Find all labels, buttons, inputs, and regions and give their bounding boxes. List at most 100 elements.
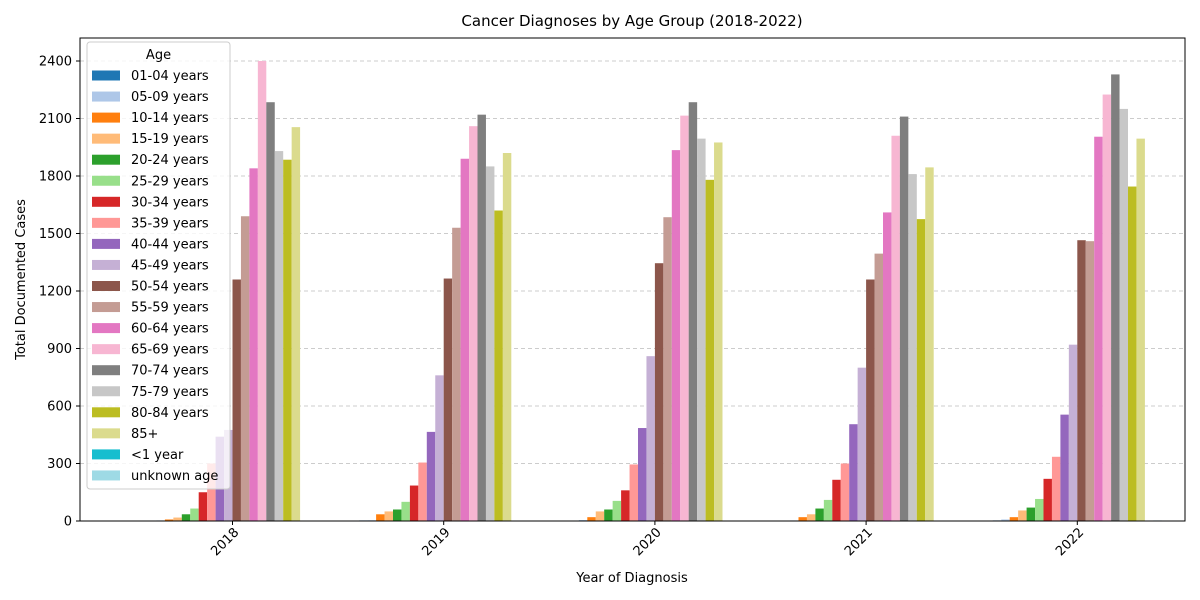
- legend-swatch: [92, 217, 120, 228]
- x-axis-label: Year of Diagnosis: [575, 571, 688, 586]
- bar: [494, 210, 503, 521]
- bar: [1060, 414, 1069, 522]
- bar: [883, 212, 892, 522]
- bar: [688, 102, 698, 522]
- bar: [426, 431, 436, 522]
- legend-swatch: [92, 112, 120, 123]
- bar: [1018, 510, 1027, 521]
- bar: [1077, 240, 1086, 521]
- bar: [629, 464, 638, 521]
- bar: [1001, 519, 1010, 521]
- y-tick-label: 2100: [39, 112, 72, 127]
- legend-entry: 20-24 years: [131, 153, 209, 168]
- bar: [1128, 186, 1137, 522]
- bar: [621, 490, 630, 521]
- bar: [638, 428, 647, 521]
- bar: [460, 158, 470, 521]
- bar: [866, 279, 875, 521]
- bar: [595, 511, 605, 521]
- bar: [384, 511, 393, 521]
- legend-entry: 25-29 years: [131, 174, 209, 189]
- bar: [891, 135, 900, 521]
- legend-entry: 30-34 years: [131, 195, 209, 210]
- bar: [857, 367, 867, 521]
- x-tick-label: 2021: [842, 525, 876, 559]
- bar: [849, 424, 858, 521]
- bar: [587, 517, 596, 521]
- legend-swatch: [92, 470, 120, 481]
- legend-box: [86, 41, 231, 490]
- bars: [148, 61, 1162, 522]
- bar: [469, 126, 478, 522]
- bar: [925, 167, 934, 522]
- legend-swatch: [92, 196, 120, 207]
- legend-swatch: [92, 344, 120, 355]
- legend-swatch: [92, 154, 120, 165]
- legend-swatch: [92, 407, 120, 418]
- chart-title: Cancer Diagnoses by Age Group (2018-2022…: [461, 12, 802, 30]
- bar: [798, 517, 807, 521]
- bar: [435, 375, 444, 521]
- bar: [164, 519, 174, 521]
- bar: [409, 485, 419, 521]
- bar: [291, 127, 301, 522]
- bar: [823, 499, 833, 521]
- bar: [207, 463, 216, 521]
- legend: Age 01-04 years 05-09 years 10-14 years 15-1…: [86, 41, 231, 490]
- legend-swatch: [92, 238, 120, 249]
- legend-entry: 35-39 years: [131, 216, 209, 231]
- bar: [257, 61, 267, 521]
- bar: [916, 219, 926, 522]
- legend-swatch: [92, 365, 120, 376]
- legend-title: Age: [146, 48, 171, 63]
- legend-swatch: [92, 449, 120, 460]
- legend-entry: 45-49 years: [131, 258, 209, 273]
- x-tick-label: 2022: [1053, 525, 1087, 559]
- legend-swatch: [92, 428, 120, 439]
- bar: [376, 514, 385, 521]
- bar: [443, 278, 453, 521]
- bar: [283, 159, 292, 521]
- x-tick-label: 2019: [420, 525, 454, 559]
- legend-entry: 85+: [131, 427, 158, 442]
- legend-entry: 01-04 years: [131, 69, 209, 84]
- bar: [181, 514, 191, 521]
- bar: [477, 114, 486, 522]
- bar: [418, 462, 427, 521]
- bar: [1085, 241, 1095, 522]
- bar: [1043, 478, 1052, 521]
- x-tick-label: 2020: [631, 525, 665, 559]
- bar: [240, 216, 250, 521]
- y-tick-label: 1500: [39, 227, 72, 242]
- legend-entry: 70-74 years: [131, 364, 209, 379]
- legend-entry: 75-79 years: [131, 385, 209, 400]
- legend-swatch: [92, 175, 120, 186]
- bar: [249, 168, 258, 521]
- legend-entry: 10-14 years: [131, 111, 209, 126]
- bar: [485, 166, 495, 522]
- legend-swatch: [92, 323, 120, 334]
- bar: [502, 153, 512, 521]
- bar: [646, 356, 655, 521]
- bar: [393, 509, 402, 521]
- y-tick-label: 600: [47, 400, 72, 415]
- legend-entry: unknown age: [131, 469, 218, 484]
- bar: [1035, 498, 1044, 521]
- bar: [908, 174, 917, 521]
- y-tick-label: 0: [64, 515, 72, 530]
- bar: [190, 508, 199, 521]
- y-tick-label: 2400: [39, 55, 72, 70]
- bar: [874, 253, 883, 522]
- bar: [714, 142, 723, 521]
- legend-entry: 05-09 years: [131, 90, 209, 105]
- bar: [1111, 74, 1120, 522]
- legend-entry: <1 year: [131, 448, 184, 463]
- bar: [274, 151, 284, 521]
- bar: [612, 500, 622, 522]
- bar: [1119, 108, 1128, 522]
- bar: [832, 479, 841, 521]
- legend-entry: 80-84 years: [131, 406, 209, 421]
- bar: [1051, 456, 1061, 521]
- bar: [899, 116, 909, 521]
- legend-swatch: [92, 302, 120, 313]
